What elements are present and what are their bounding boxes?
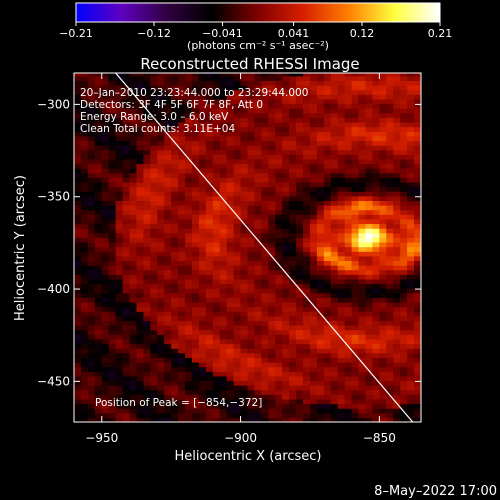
y-axis: −300 −350 −400 −450 — [37, 97, 421, 388]
x-tick-label: −850 — [363, 431, 396, 445]
colorbar-ticks: −0.21 −0.12 −0.041 0.041 0.12 0.21 — [59, 22, 452, 40]
footer-date: 8–May–2022 17:00 — [374, 484, 497, 499]
y-tick-label: −450 — [37, 374, 70, 388]
y-tick-label: −400 — [37, 282, 70, 296]
plot-image — [74, 73, 421, 422]
colorbar-tick-label: 0.041 — [278, 27, 310, 40]
colorbar-tick-label: −0.12 — [137, 27, 171, 40]
annotation-detectors: Detectors: 3F 4F 5F 6F 7F 8F, Att 0 — [80, 99, 264, 111]
heatmap-pixels — [74, 73, 421, 422]
x-axis: −950−900−850−800 — [85, 73, 396, 445]
colorbar-tick-label: 0.12 — [350, 27, 375, 40]
annotation-peak-position: Position of Peak = [−854,−372] — [95, 397, 263, 409]
annotation-energy: Energy Range: 3.0 – 6.0 keV — [80, 111, 229, 123]
x-tick-label: −950 — [85, 431, 118, 445]
x-tick-label: −900 — [224, 431, 257, 445]
y-tick-label: −300 — [37, 97, 70, 111]
annotation-clean: Clean Total counts: 3.11E+04 — [80, 123, 236, 135]
colorbar — [75, 2, 441, 23]
y-tick-label: −350 — [37, 190, 70, 204]
x-axis-label: Heliocentric X (arcsec) — [175, 449, 322, 464]
annotation-time-range: 20–Jan–2010 23:23:44.000 to 23:29:44.000 — [80, 87, 309, 99]
solar-limb-line — [115, 73, 414, 422]
y-axis-label: Heliocentric Y (arcsec) — [13, 175, 28, 321]
plot-frame — [73, 72, 422, 423]
colorbar-tick-label: −0.21 — [59, 27, 93, 40]
colorbar-tick-label: 0.21 — [428, 27, 453, 40]
chart-title: Reconstructed RHESSI Image — [140, 55, 359, 73]
colorbar-tick-label: −0.041 — [202, 27, 243, 40]
colorbar-unit-label: (photons cm⁻² s⁻¹ asec⁻²) — [187, 39, 329, 52]
